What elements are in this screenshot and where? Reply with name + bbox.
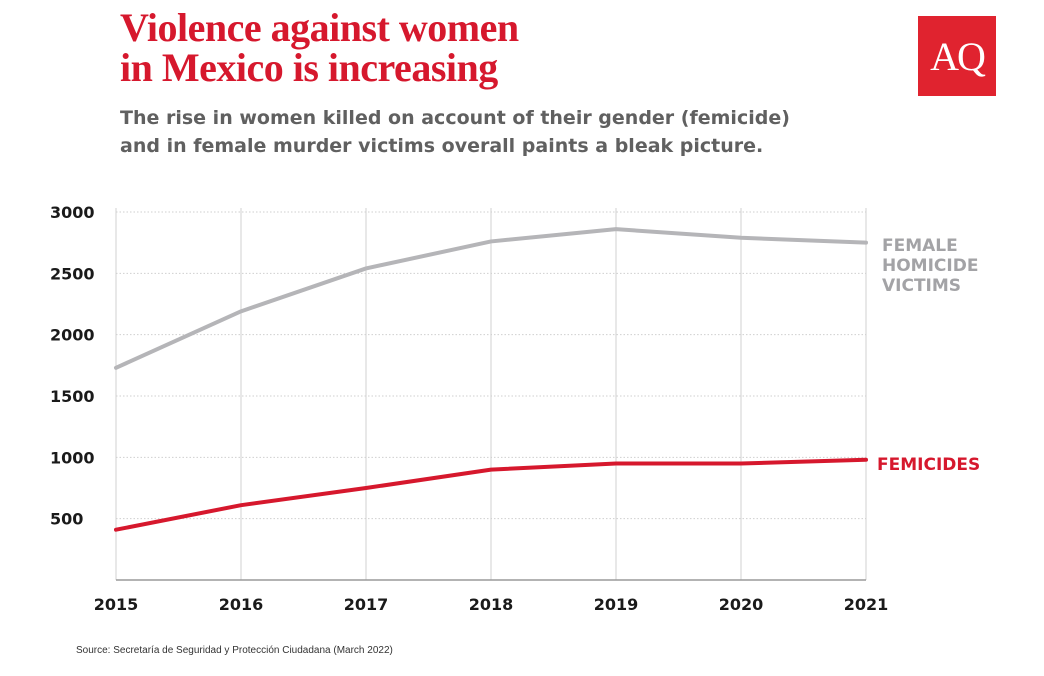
- subtitle-line-1: The rise in women killed on account of t…: [120, 107, 790, 129]
- x-tick-label: 2019: [594, 595, 639, 614]
- series-label-line: FEMALE: [882, 236, 958, 256]
- aq-logo: AQ: [918, 16, 996, 96]
- chart-subtitle: The rise in women killed on account of t…: [120, 104, 790, 160]
- y-tick-label: 3000: [50, 203, 95, 222]
- y-tick-label: 2500: [50, 264, 95, 283]
- y-tick-label: 500: [50, 510, 83, 529]
- subtitle-line-2: and in female murder victims overall pai…: [120, 135, 764, 157]
- y-tick-label: 1000: [50, 448, 95, 467]
- x-tick-label: 2017: [344, 595, 389, 614]
- title-line-1: Violence against women: [120, 5, 519, 50]
- series-label-line: VICTIMS: [882, 276, 962, 296]
- y-tick-label: 1500: [50, 387, 95, 406]
- series-line-female-homicide-victims: [114, 227, 868, 370]
- series-line-femicides: [114, 457, 868, 532]
- source-note: Source: Secretaría de Seguridad y Protec…: [76, 645, 393, 656]
- logo-text: AQ: [930, 33, 986, 79]
- x-tick-label: 2016: [219, 595, 264, 614]
- series-label-line: FEMICIDES: [877, 455, 981, 475]
- series-label-femicides: FEMICIDES: [877, 455, 980, 475]
- series-label-female-homicide-victims: FEMALE HOMICIDE VICTIMS: [882, 236, 978, 296]
- y-tick-label: 2000: [50, 326, 95, 345]
- x-tick-label: 2021: [844, 595, 889, 614]
- title-line-2: in Mexico is increasing: [120, 45, 498, 90]
- x-tick-label: 2015: [94, 595, 139, 614]
- x-tick-label: 2018: [469, 595, 514, 614]
- chart-title: Violence against women in Mexico is incr…: [120, 8, 519, 88]
- series-label-line: HOMICIDE: [882, 256, 979, 276]
- x-tick-label: 2020: [719, 595, 764, 614]
